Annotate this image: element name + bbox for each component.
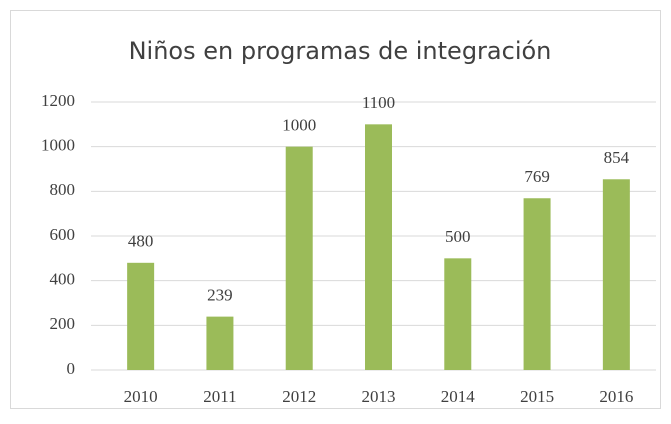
data-label: 769 <box>524 167 550 186</box>
bar <box>285 146 313 370</box>
data-label: 480 <box>128 232 154 251</box>
y-tick-label: 0 <box>67 359 76 378</box>
y-tick-label: 800 <box>50 180 76 199</box>
x-tick-label: 2011 <box>203 387 236 406</box>
x-tick-label: 2012 <box>282 387 316 406</box>
data-label: 1100 <box>362 93 395 112</box>
x-tick-label: 2015 <box>520 387 554 406</box>
y-tick-label: 1200 <box>41 91 75 110</box>
data-label: 500 <box>445 227 471 246</box>
y-tick-label: 400 <box>50 270 76 289</box>
x-tick-label: 2014 <box>441 387 476 406</box>
bar <box>127 262 155 370</box>
bar <box>206 316 234 370</box>
data-label: 239 <box>207 286 233 305</box>
x-tick-label: 2013 <box>362 387 396 406</box>
x-tick-label: 2016 <box>599 387 633 406</box>
y-tick-label: 600 <box>50 225 76 244</box>
bar <box>523 198 551 370</box>
chart-border <box>10 10 661 409</box>
y-tick-label: 1000 <box>41 136 75 155</box>
y-tick-label: 200 <box>50 314 76 333</box>
data-label: 1000 <box>282 116 316 135</box>
bar <box>602 179 630 370</box>
chart-title: Niños en programas de integración <box>129 37 552 65</box>
data-label: 854 <box>604 148 630 167</box>
bar <box>444 258 472 370</box>
x-tick-label: 2010 <box>124 387 158 406</box>
bar <box>365 124 392 370</box>
